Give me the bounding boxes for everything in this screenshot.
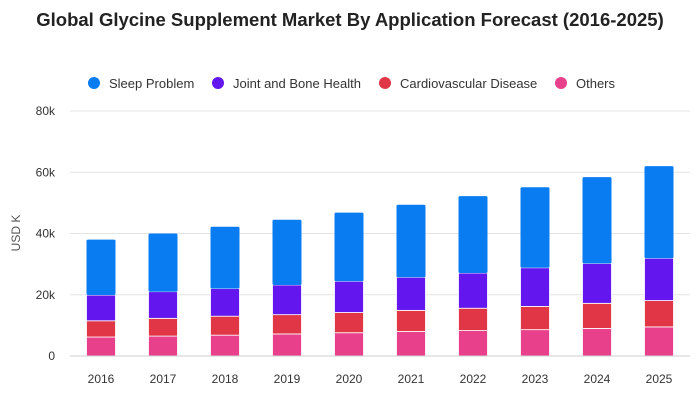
bar-others-2021: [396, 331, 426, 357]
bar-sleep-problem-2021: [396, 204, 426, 278]
y-tick-label: 40k: [36, 227, 56, 241]
y-tick-label: 20k: [36, 288, 56, 302]
bar-sleep-problem-2022: [458, 196, 488, 274]
legend-label: Joint and Bone Health: [233, 75, 361, 91]
bar-sleep-problem-2023: [520, 187, 550, 268]
x-tick-label: 2025: [646, 372, 673, 386]
bar-others-2020: [334, 332, 364, 357]
bar-joint-and-bone-health-2024: [582, 263, 612, 304]
bar-cardiovascular-disease-2024: [582, 302, 612, 329]
bar-joint-and-bone-health-2019: [272, 284, 302, 316]
y-axis-label: USD K: [9, 215, 23, 252]
x-tick-label: 2017: [150, 372, 177, 386]
bar-cardiovascular-disease-2018: [210, 315, 240, 336]
legend-swatch-sleep-problem: [88, 77, 100, 89]
legend-swatch-others: [555, 77, 567, 89]
bar-cardiovascular-disease-2016: [86, 320, 116, 338]
x-tick-label: 2023: [522, 372, 549, 386]
bar-joint-and-bone-health-2023: [520, 267, 550, 307]
bar-others-2018: [210, 334, 240, 357]
bar-cardiovascular-disease-2021: [396, 309, 426, 332]
bar-cardiovascular-disease-2025: [644, 300, 674, 328]
chart-legend: Sleep Problem Joint and Bone Health Card…: [0, 73, 700, 95]
bar-sleep-problem-2025: [644, 166, 674, 259]
bars: [86, 166, 674, 357]
legend-item-cardiovascular-disease[interactable]: Cardiovascular Disease: [379, 73, 537, 93]
bar-others-2017: [148, 335, 178, 357]
bar-cardiovascular-disease-2017: [148, 317, 178, 337]
bar-others-2016: [86, 336, 116, 357]
chart-title: Global Glycine Supplement Market By Appl…: [36, 9, 664, 30]
bar-joint-and-bone-health-2016: [86, 294, 116, 322]
bar-sleep-problem-2017: [148, 233, 178, 292]
y-tick-label: 0: [48, 349, 55, 363]
legend-label: Cardiovascular Disease: [400, 75, 538, 91]
bar-cardiovascular-disease-2022: [458, 307, 488, 331]
x-tick-label: 2024: [584, 372, 611, 386]
legend-swatch-joint-and-bone-health: [212, 77, 224, 89]
bar-others-2025: [644, 326, 674, 357]
legend-item-sleep-problem[interactable]: Sleep Problem: [88, 73, 194, 93]
bar-others-2024: [582, 328, 612, 357]
legend-item-others[interactable]: Others: [555, 73, 615, 93]
x-tick-label: 2022: [460, 372, 487, 386]
bar-joint-and-bone-health-2021: [396, 276, 426, 311]
axes: 0 20k 40k 60k 80k 2016 2017 2018 2019 2020 2021 202…: [36, 104, 690, 386]
bar-cardiovascular-disease-2023: [520, 305, 550, 331]
y-tick-label: 80k: [36, 104, 56, 118]
legend-swatch-cardiovascular-disease: [379, 77, 391, 89]
bar-joint-and-bone-health-2022: [458, 272, 488, 309]
bar-others-2023: [520, 329, 550, 357]
legend-label: Sleep Problem: [109, 75, 195, 91]
bar-joint-and-bone-health-2025: [644, 257, 674, 301]
legend-label: Others: [576, 75, 616, 91]
x-tick-label: 2021: [398, 372, 425, 386]
bar-joint-and-bone-health-2020: [334, 280, 364, 313]
bar-joint-and-bone-health-2017: [148, 291, 178, 319]
bar-sleep-problem-2016: [86, 239, 116, 296]
bar-joint-and-bone-health-2018: [210, 288, 240, 317]
bar-sleep-problem-2018: [210, 226, 240, 289]
bar-sleep-problem-2019: [272, 219, 302, 285]
x-tick-label: 2019: [274, 372, 301, 386]
legend-item-joint-and-bone-health[interactable]: Joint and Bone Health: [212, 73, 361, 93]
bar-cardiovascular-disease-2019: [272, 314, 302, 335]
bar-sleep-problem-2024: [582, 177, 612, 264]
bar-cardiovascular-disease-2020: [334, 312, 364, 334]
bar-others-2019: [272, 333, 302, 357]
x-tick-label: 2016: [88, 372, 115, 386]
x-tick-label: 2020: [336, 372, 363, 386]
x-tick-label: 2018: [212, 372, 239, 386]
y-tick-label: 60k: [36, 165, 56, 179]
bar-others-2022: [458, 330, 488, 357]
bar-sleep-problem-2020: [334, 212, 364, 282]
